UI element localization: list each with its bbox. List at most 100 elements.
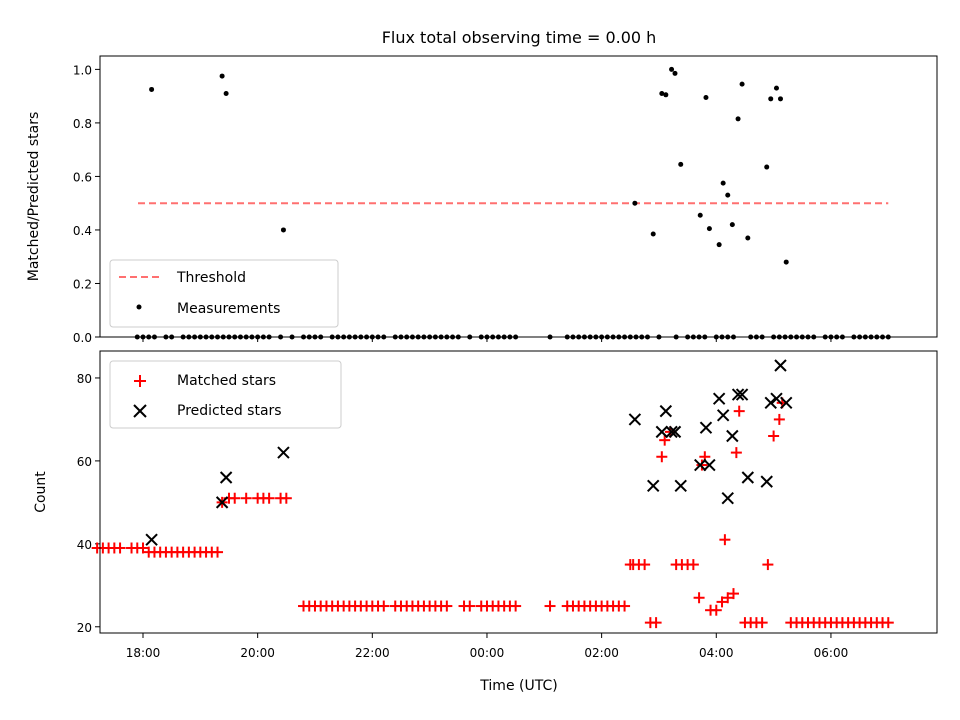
legend-measurements-swatch: [136, 304, 142, 310]
measurement-point: [672, 70, 678, 76]
measurement-point: [716, 242, 722, 248]
measurement-point: [669, 66, 675, 72]
measurement-point: [219, 73, 225, 79]
x-tick-label: 20:00: [240, 646, 275, 660]
x-axis-label: Time (UTC): [479, 678, 557, 694]
legend-matched-label: Matched stars: [177, 373, 276, 389]
measurement-point: [735, 116, 741, 122]
matched-star-point: [762, 559, 774, 571]
matched-star-point: [114, 542, 126, 554]
predicted-star-point: [760, 475, 773, 488]
matched-star-point: [212, 546, 224, 558]
predicted-star-point: [277, 446, 290, 459]
top-y-tick-label: 0.4: [73, 224, 92, 238]
predicted-star-point: [735, 388, 749, 401]
predicted-star-point: [703, 458, 716, 472]
legend-measurements-label: Measurements: [177, 301, 280, 317]
legend-matched-swatch: [134, 375, 146, 387]
top-y-tick-label: 1.0: [73, 63, 92, 77]
bottom-axes-frame: [99, 350, 938, 634]
matched-star-point: [464, 600, 476, 612]
predicted-star-point: [764, 396, 777, 410]
matched-star-point: [882, 617, 894, 629]
bottom-y-axis-label: Count: [33, 471, 49, 513]
matched-star-point: [727, 588, 739, 600]
measurement-point: [725, 192, 731, 198]
measurement-point: [745, 235, 751, 241]
measurement-point: [280, 227, 286, 233]
x-tick-label: 04:00: [699, 646, 734, 660]
predicted-star-point: [780, 396, 793, 410]
matched-star-point: [756, 617, 768, 629]
matched-star-point: [280, 492, 292, 504]
matched-star-point: [229, 492, 241, 504]
measurement-point: [783, 259, 789, 265]
predicted-star-point: [145, 533, 158, 546]
predicted-star-point: [219, 471, 233, 484]
matched-star-point: [722, 592, 734, 604]
x-tick-label: 00:00: [470, 646, 505, 660]
matched-star-point: [656, 451, 668, 463]
chart-title: Flux total observing time = 0.00 h: [382, 28, 657, 47]
measurement-point: [768, 96, 774, 102]
measurement-point: [678, 161, 684, 167]
predicted-star-point: [726, 429, 739, 443]
matched-star-point: [710, 604, 722, 616]
predicted-star-point: [659, 404, 673, 418]
matched-star-point: [619, 600, 631, 612]
predicted-star-point: [712, 392, 726, 405]
measurement-point: [703, 94, 709, 100]
measurement-point: [663, 92, 669, 98]
predicted-star-point: [770, 392, 783, 405]
measurement-point: [223, 90, 229, 96]
top-axes-frame: [99, 55, 938, 338]
top-y-axis-label: Matched/Predicted stars: [26, 112, 42, 282]
measurement-point: [720, 180, 726, 186]
bottom-y-tick-label: 80: [77, 372, 92, 386]
measurement-point: [632, 200, 638, 206]
predicted-star-point: [668, 425, 682, 439]
measurement-point: [777, 96, 783, 102]
matched-star-point: [544, 600, 556, 612]
predicted-star-point: [721, 492, 734, 505]
predicted-star-point: [699, 421, 713, 434]
predicted-star-point: [774, 359, 787, 372]
legend-threshold-label: Threshold: [176, 270, 246, 286]
predicted-star-point: [731, 388, 745, 401]
matched-star-point: [687, 559, 699, 571]
matched-star-point: [441, 600, 453, 612]
predicted-star-point: [647, 479, 660, 492]
matched-star-point: [378, 600, 390, 612]
x-tick-label: 02:00: [584, 646, 619, 660]
legend-predicted-swatch: [133, 404, 147, 418]
predicted-star-point: [655, 425, 669, 439]
bottom-panel: 20 40 60 80 18:00 20:00 22:00 00:00 02:00 04:00 06…: [33, 350, 938, 694]
measurement-point: [149, 86, 155, 92]
bottom-y-tick-label: 60: [77, 455, 92, 469]
matched-star-point: [510, 600, 522, 612]
matched-star-point: [773, 413, 785, 425]
matched-star-point: [716, 596, 728, 608]
measurement-point: [729, 222, 735, 228]
x-tick-label: 06:00: [814, 646, 849, 660]
bottom-y-tick-label: 20: [77, 621, 92, 635]
x-tick-label: 22:00: [355, 646, 390, 660]
predicted-star-point: [716, 409, 730, 422]
matched-star-point: [639, 559, 651, 571]
matched-star-point: [137, 542, 149, 554]
top-panel: 0.0 0.2 0.4 0.6 0.8 1.0 Matched/Predicted sta…: [26, 55, 938, 345]
matched-star-point: [768, 430, 780, 442]
measurement-point: [764, 164, 770, 170]
measurement-point: [697, 212, 703, 218]
matched-star-point: [730, 447, 742, 459]
measurement-point: [706, 226, 712, 232]
measurement-point: [650, 231, 656, 237]
predicted-star-point: [674, 479, 687, 492]
predicted-star-point: [694, 458, 707, 472]
predicted-star-point: [215, 496, 229, 509]
matched-star-point: [263, 492, 275, 504]
top-y-tick-label: 0.2: [73, 277, 92, 291]
top-legend: Threshold Measurements: [109, 259, 339, 328]
top-y-tick-label: 0.0: [73, 331, 92, 345]
